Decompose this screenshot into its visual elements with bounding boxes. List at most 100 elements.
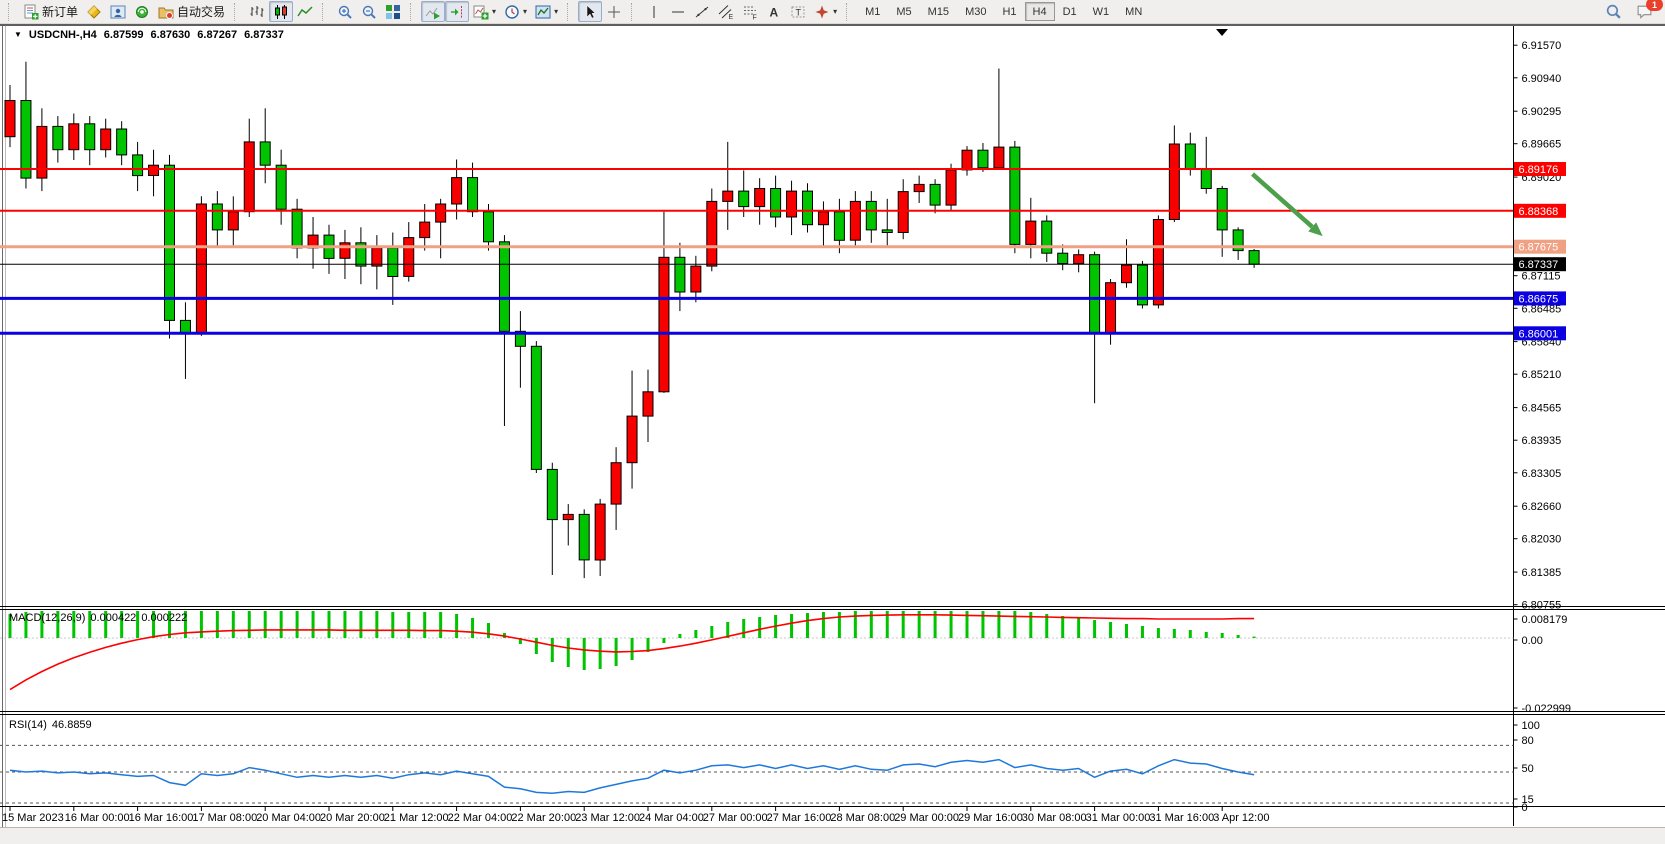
svg-text:23 Mar 12:00: 23 Mar 12:00 bbox=[575, 812, 640, 824]
svg-text:6.90295: 6.90295 bbox=[1522, 106, 1562, 118]
candle bbox=[722, 190, 734, 202]
candle bbox=[68, 123, 80, 151]
zoom-in-icon bbox=[338, 5, 352, 19]
chart-shift-marker-icon[interactable] bbox=[1216, 29, 1228, 36]
indicators-button[interactable]: ▾ bbox=[469, 1, 500, 22]
svg-text:21 Mar 12:00: 21 Mar 12:00 bbox=[384, 812, 449, 824]
candle bbox=[467, 177, 479, 213]
timeframe-m15-button[interactable]: M15 bbox=[927, 5, 950, 18]
toolbar-right-group: 1 bbox=[1601, 0, 1665, 22]
svg-text:6.80755: 6.80755 bbox=[1522, 600, 1562, 612]
candle bbox=[897, 191, 909, 234]
candle bbox=[706, 200, 718, 267]
candle bbox=[865, 200, 877, 231]
line-chart-icon bbox=[297, 5, 313, 16]
window-border bbox=[0, 24, 1665, 26]
candle bbox=[483, 211, 494, 243]
candle bbox=[1168, 143, 1180, 220]
zoom-in-button[interactable] bbox=[333, 1, 357, 22]
toolbar-grip bbox=[8, 2, 15, 21]
candle bbox=[674, 256, 686, 293]
market-watch-button[interactable] bbox=[82, 1, 106, 22]
chart-shift-button[interactable] bbox=[445, 1, 470, 22]
candle bbox=[52, 125, 64, 151]
svg-text:28 Mar 08:00: 28 Mar 08:00 bbox=[830, 812, 895, 824]
candle bbox=[1009, 146, 1021, 245]
candle bbox=[451, 177, 463, 205]
svg-text:A: A bbox=[770, 5, 779, 19]
svg-text:29 Mar 16:00: 29 Mar 16:00 bbox=[958, 812, 1023, 824]
price-badge: 6.86001 bbox=[1514, 326, 1566, 341]
trendline-button[interactable] bbox=[690, 1, 714, 22]
notifications-button[interactable]: 1 bbox=[1632, 0, 1663, 22]
toolbar-separator bbox=[234, 2, 241, 21]
candle bbox=[195, 203, 207, 334]
candle bbox=[594, 503, 606, 561]
candle bbox=[977, 149, 989, 169]
bar-chart-button[interactable] bbox=[245, 1, 269, 22]
zoom-out-button[interactable] bbox=[357, 1, 381, 22]
sound-alert-button[interactable] bbox=[130, 1, 154, 22]
candle bbox=[1136, 264, 1148, 306]
notification-badge: 1 bbox=[1646, 0, 1663, 11]
price-badge: 6.87675 bbox=[1514, 239, 1566, 254]
search-button[interactable] bbox=[1601, 1, 1626, 22]
diamond-icon bbox=[87, 4, 101, 19]
timeframe-mn-button[interactable]: MN bbox=[1125, 5, 1143, 18]
horizontal-line-button[interactable] bbox=[666, 1, 690, 22]
timeframe-w1-button[interactable]: W1 bbox=[1092, 5, 1110, 18]
candle bbox=[658, 256, 670, 393]
candlestick-icon bbox=[275, 4, 288, 19]
auto-trading-button[interactable]: 自动交易 bbox=[154, 1, 229, 22]
timeframe-h1-button[interactable]: H1 bbox=[1002, 5, 1017, 18]
channel-button[interactable]: E bbox=[714, 1, 738, 22]
rsi-line bbox=[9, 758, 1255, 795]
svg-text:-0.022999: -0.022999 bbox=[1522, 703, 1572, 715]
candlestick-chart-button[interactable] bbox=[269, 1, 294, 22]
data-window-button[interactable] bbox=[106, 1, 130, 22]
timeframe-h4-button[interactable]: H4 bbox=[1024, 2, 1055, 21]
candle bbox=[849, 200, 861, 241]
svg-text:22 Mar 04:00: 22 Mar 04:00 bbox=[448, 812, 513, 824]
candle bbox=[243, 141, 255, 213]
chart-title-bar[interactable]: ▼ USDCNH-,H4 6.87599 6.87630 6.87267 6.8733… bbox=[10, 28, 288, 42]
toolbar: 新订单 自动交易 ▾ ▾ ▾ E F A T ▾ M1 M5 M15 M30 H1 H4 D1 W1 MN 1 bbox=[0, 0, 1665, 24]
crosshair-button[interactable] bbox=[602, 1, 626, 22]
arrow-annotation[interactable] bbox=[1251, 172, 1323, 237]
timeframe-m5-button[interactable]: M5 bbox=[896, 5, 912, 18]
candle bbox=[20, 100, 32, 179]
auto-scroll-button[interactable] bbox=[421, 1, 446, 22]
tile-windows-button[interactable] bbox=[381, 1, 405, 22]
vertical-line-button[interactable] bbox=[642, 1, 666, 22]
candle bbox=[403, 237, 415, 277]
timeframe-m1-button[interactable]: M1 bbox=[865, 5, 881, 18]
candle bbox=[1184, 143, 1196, 170]
fibonacci-button[interactable]: F bbox=[738, 1, 762, 22]
price-badge: 6.87337 bbox=[1514, 257, 1566, 272]
text-label-button[interactable]: T bbox=[786, 1, 810, 22]
arrows-button[interactable]: ▾ bbox=[810, 1, 841, 22]
doc-icon bbox=[24, 4, 39, 19]
timeframe-m30-button[interactable]: M30 bbox=[965, 5, 987, 18]
line-chart-button[interactable] bbox=[293, 1, 317, 22]
candle bbox=[690, 265, 702, 293]
macd-signal-line bbox=[9, 613, 1255, 691]
candle bbox=[833, 211, 845, 241]
candle bbox=[626, 415, 638, 464]
text-button[interactable]: A bbox=[762, 1, 786, 22]
cursor-button[interactable] bbox=[578, 1, 603, 22]
periods-button[interactable]: ▾ bbox=[500, 1, 531, 22]
svg-text:6.87337: 6.87337 bbox=[1519, 259, 1559, 271]
price-close: 6.87337 bbox=[244, 29, 284, 41]
new-order-button[interactable]: 新订单 bbox=[19, 1, 82, 22]
candle bbox=[291, 208, 303, 249]
candle bbox=[148, 164, 160, 176]
candle bbox=[259, 141, 271, 166]
candle bbox=[562, 513, 574, 521]
chevron-down-icon[interactable]: ▼ bbox=[14, 30, 22, 39]
templates-button[interactable]: ▾ bbox=[531, 1, 562, 22]
svg-text:100: 100 bbox=[1522, 720, 1540, 732]
timeframe-d1-button[interactable]: D1 bbox=[1062, 5, 1077, 18]
candle bbox=[339, 242, 351, 259]
